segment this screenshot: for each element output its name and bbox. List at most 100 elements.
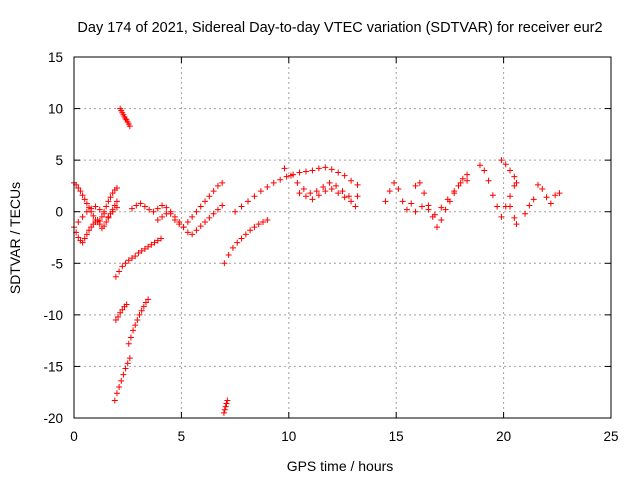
data-point	[112, 317, 119, 324]
data-point	[457, 179, 464, 186]
data-point	[145, 243, 152, 250]
data-point	[530, 196, 537, 203]
data-point	[125, 340, 132, 347]
data-point	[221, 406, 228, 413]
data-point	[141, 203, 148, 210]
x-tick-label: 25	[603, 429, 618, 444]
data-point	[438, 216, 445, 223]
data-point	[412, 208, 419, 215]
data-point	[75, 234, 82, 241]
data-point	[335, 169, 342, 176]
data-point	[206, 214, 213, 221]
data-point	[251, 193, 258, 200]
x-tick-label: 10	[281, 429, 296, 444]
data-point	[224, 397, 231, 404]
data-point	[184, 229, 191, 236]
data-point	[222, 403, 229, 410]
data-point	[328, 166, 335, 173]
data-point	[134, 317, 141, 324]
data-point	[221, 260, 228, 267]
data-point	[127, 334, 134, 341]
data-point	[197, 203, 204, 210]
data-point	[539, 186, 546, 193]
data-point	[167, 208, 174, 215]
series-arc-6	[111, 355, 133, 404]
data-point	[315, 192, 322, 199]
y-tick-label: 5	[55, 153, 63, 168]
data-point	[333, 182, 340, 189]
data-point	[255, 221, 262, 228]
series-arc-20	[522, 181, 563, 217]
data-point	[341, 172, 348, 179]
data-point	[115, 313, 122, 320]
series-arc-4	[117, 105, 133, 130]
x-tick-labels: 0 5 10 15 20 25	[70, 429, 618, 444]
data-point	[418, 203, 425, 210]
data-point	[210, 188, 217, 195]
series-arc-1	[71, 179, 120, 226]
data-point	[502, 161, 509, 168]
data-point	[238, 203, 245, 210]
data-point	[193, 208, 200, 215]
data-point	[141, 245, 148, 252]
series-arc-12	[232, 164, 361, 215]
data-point	[399, 198, 406, 205]
data-point	[159, 213, 166, 220]
data-point	[113, 184, 120, 191]
series-arc-14	[296, 186, 361, 205]
data-point	[302, 168, 309, 175]
data-point	[507, 167, 514, 174]
data-point	[534, 181, 541, 188]
series-arc-9	[154, 202, 226, 238]
data-point	[75, 184, 82, 191]
y-tick-label: -15	[43, 359, 63, 374]
data-point	[128, 255, 135, 262]
data-point	[348, 177, 355, 184]
data-point	[122, 365, 129, 372]
data-point	[86, 227, 93, 234]
data-point	[184, 219, 191, 226]
y-tick-label: -5	[51, 256, 63, 271]
y-tick-label: -20	[43, 411, 63, 426]
data-point	[75, 219, 82, 226]
data-point	[142, 299, 149, 306]
data-point	[92, 203, 99, 210]
data-point	[322, 164, 329, 171]
y-axis-label: SDTVAR / TECUs	[7, 182, 23, 294]
data-point	[138, 247, 145, 254]
data-point	[180, 224, 187, 231]
data-point	[260, 219, 267, 226]
series-arc-19	[507, 203, 520, 228]
data-point	[382, 198, 389, 205]
data-point	[88, 224, 95, 231]
data-point	[320, 183, 327, 190]
data-point	[159, 202, 166, 209]
data-point	[96, 206, 103, 213]
data-point	[300, 186, 307, 193]
series-arc-17	[476, 162, 518, 220]
data-point	[88, 205, 95, 212]
data-point	[219, 179, 226, 186]
data-point	[513, 221, 520, 228]
data-point	[219, 202, 226, 209]
data-point	[137, 200, 144, 207]
y-tick-label: 0	[55, 205, 63, 220]
data-point	[328, 186, 335, 193]
series-arc-13	[281, 165, 359, 210]
data-point	[451, 188, 458, 195]
data-point	[315, 165, 322, 172]
data-point	[157, 235, 164, 242]
data-point	[464, 177, 471, 184]
data-point	[206, 193, 213, 200]
data-point	[481, 167, 488, 174]
data-point	[421, 190, 428, 197]
data-point	[442, 206, 449, 213]
data-point	[309, 167, 316, 174]
data-point	[79, 192, 86, 199]
data-point	[264, 216, 271, 223]
data-point	[247, 227, 254, 234]
data-point	[154, 216, 161, 223]
data-point	[83, 231, 90, 238]
data-point	[507, 193, 514, 200]
